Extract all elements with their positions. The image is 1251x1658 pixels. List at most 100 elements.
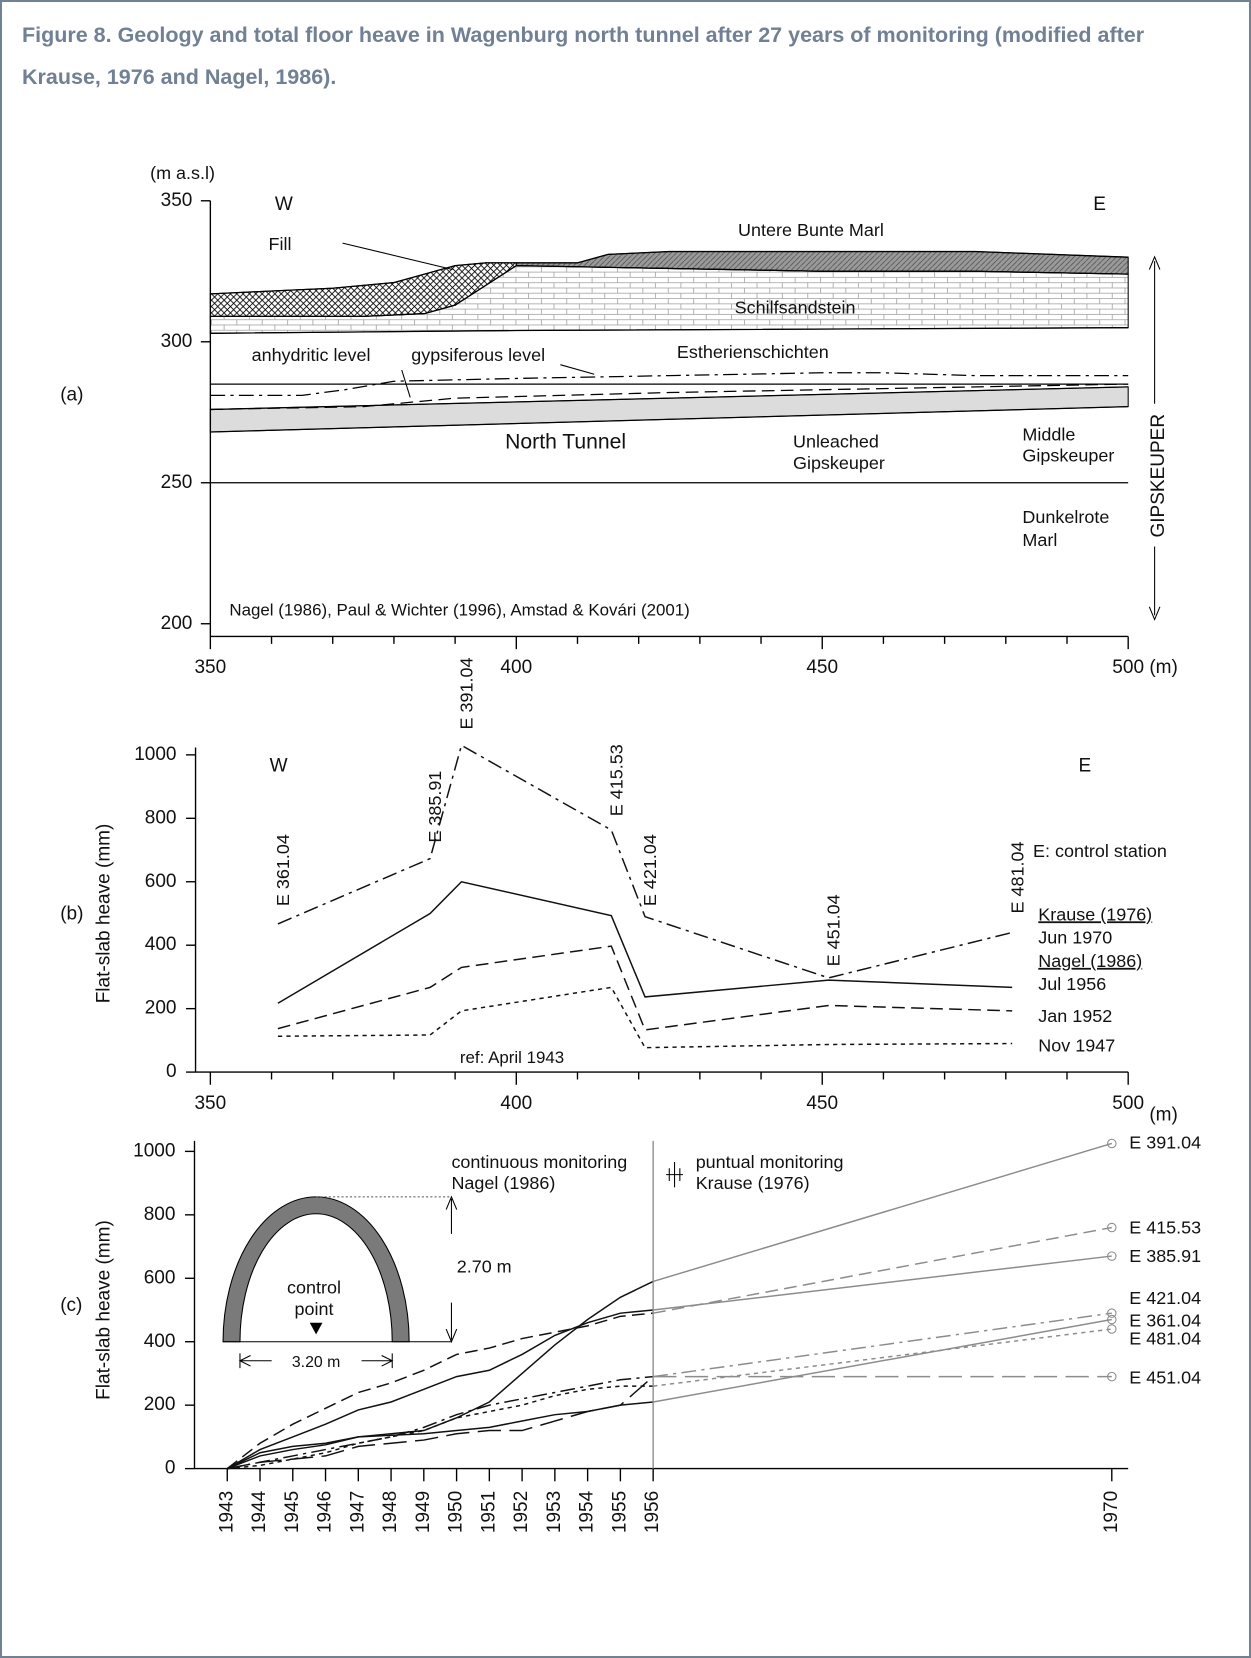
series-label: E 361.04 [1129, 1310, 1201, 1330]
west-label: W [270, 756, 288, 777]
series-extension [653, 1318, 1112, 1403]
series-extension [653, 1328, 1112, 1387]
series-label: E 385.91 [1129, 1246, 1201, 1266]
y-tick-label: 1000 [134, 744, 176, 765]
panel-label: (a) [60, 384, 83, 405]
series-line [227, 1376, 654, 1470]
marker-symbol [666, 1161, 684, 1188]
x-tick-label: 1956 [642, 1491, 663, 1533]
y-tick-label: 600 [144, 1267, 176, 1288]
y-tick-label: 200 [145, 998, 177, 1019]
legend-label: Nov 1947 [1038, 1035, 1115, 1055]
x-unit: (m) [1149, 1104, 1178, 1125]
x-tick-label: 450 [806, 657, 838, 678]
y-tick-label: 200 [161, 613, 193, 634]
layer-boundary [210, 386, 1129, 411]
formation-arrow [1148, 255, 1161, 621]
control-point-marker [309, 1322, 323, 1335]
note: Nagel (1986) [451, 1173, 555, 1193]
series-extension [653, 1312, 1112, 1378]
pointer [342, 242, 453, 271]
x-unit: (m) [1149, 657, 1178, 678]
station-label: E 421.04 [640, 834, 660, 906]
layer-label: Marl [1022, 530, 1057, 550]
formation-label: GIPSKEUPER [1148, 414, 1169, 538]
point-marker [1107, 1222, 1117, 1233]
layer-boundary [210, 265, 517, 318]
layer-label: anhydritic level [252, 345, 371, 365]
point-marker [1107, 1324, 1117, 1334]
station-label: E 361.04 [273, 834, 293, 906]
y-tick-label: 400 [145, 934, 177, 955]
layer-boundary [210, 250, 1129, 295]
east-label: E [1078, 756, 1091, 777]
series-line [277, 880, 1013, 1004]
series-extension [653, 1255, 1112, 1311]
x-tick-label: 1947 [347, 1491, 368, 1533]
layer-boundary [210, 383, 1129, 411]
note: control [287, 1278, 341, 1298]
series-line [226, 1280, 654, 1470]
panel-label: (b) [60, 904, 83, 925]
y-axis-title: Flat-slab heave (mm) [94, 824, 115, 1004]
layer-label: Gipskeuper [793, 453, 885, 473]
point-marker [1107, 1138, 1117, 1149]
y-tick-label: 250 [161, 472, 193, 493]
layer-boundary [516, 265, 1129, 275]
x-tick-label: 1953 [544, 1491, 565, 1533]
note: point [294, 1299, 333, 1319]
y-tick-label: 300 [161, 331, 193, 352]
series-line [226, 1401, 654, 1470]
legend-title: Krause (1976) [1038, 904, 1152, 924]
caption: Figure 8. Geology and total floor heave … [22, 23, 1145, 89]
y-tick-label: 0 [166, 1061, 177, 1082]
y-tick-label: 0 [165, 1458, 176, 1479]
geology-layers [209, 251, 1129, 433]
station-label: E 481.04 [1007, 842, 1027, 914]
y-tick-label: 800 [145, 807, 177, 828]
y-tick-label: 200 [144, 1394, 176, 1415]
x-tick-label: 500 [1112, 657, 1144, 678]
x-tick-label: 1955 [609, 1491, 630, 1533]
x-tick-label: 450 [806, 1093, 838, 1114]
tunnel-section [222, 1196, 410, 1343]
layer-boundary [210, 405, 1129, 433]
fill-label: Fill [269, 234, 292, 254]
source-note: Nagel (1986), Paul & Wichter (1996), Ams… [229, 601, 689, 620]
layer-label: Dunkelrote [1022, 507, 1109, 527]
x-tick-label: 1954 [577, 1490, 598, 1533]
layer-label: Estherienschichten [677, 342, 829, 362]
layer-label: Untere Bunte Marl [738, 220, 884, 240]
y-tick-label: 1000 [133, 1140, 175, 1161]
x-tick-label: 1945 [282, 1491, 303, 1533]
series-line [277, 744, 1013, 979]
y-unit: (m a.s.l) [150, 163, 215, 183]
note: continuous monitoring [451, 1152, 627, 1172]
x-tick-label: 1950 [446, 1491, 467, 1533]
x-tick-label: 1949 [413, 1491, 434, 1533]
series-label: E 421.04 [1129, 1288, 1201, 1308]
series-extension [653, 1226, 1112, 1314]
layer-label: Unleached [793, 432, 879, 452]
series-label: E 481.04 [1129, 1328, 1201, 1348]
layer-label: gypsiferous level [411, 345, 545, 365]
x-tick-label: 1951 [478, 1491, 499, 1533]
dimension-label: 3.20 m [292, 1354, 340, 1371]
point-marker [1107, 1371, 1117, 1382]
dimension-label: 2.70 m [457, 1256, 512, 1276]
x-tick-label: 1952 [511, 1491, 532, 1533]
x-tick-label: 1970 [1101, 1491, 1122, 1533]
series-line [226, 1309, 654, 1470]
note: puntual monitoring [696, 1152, 844, 1172]
series-line [277, 986, 1013, 1049]
series-extension [652, 1142, 1113, 1283]
series-label: E 391.04 [1129, 1133, 1201, 1153]
note: E: control station [1033, 841, 1167, 861]
pointer [560, 364, 595, 375]
note: ref: April 1943 [460, 1048, 564, 1067]
series-label: E 451.04 [1129, 1367, 1201, 1387]
x-tick-label: 350 [194, 1093, 226, 1114]
layer-label: Gipskeuper [1022, 445, 1114, 465]
tunnel-layer [209, 386, 1129, 433]
